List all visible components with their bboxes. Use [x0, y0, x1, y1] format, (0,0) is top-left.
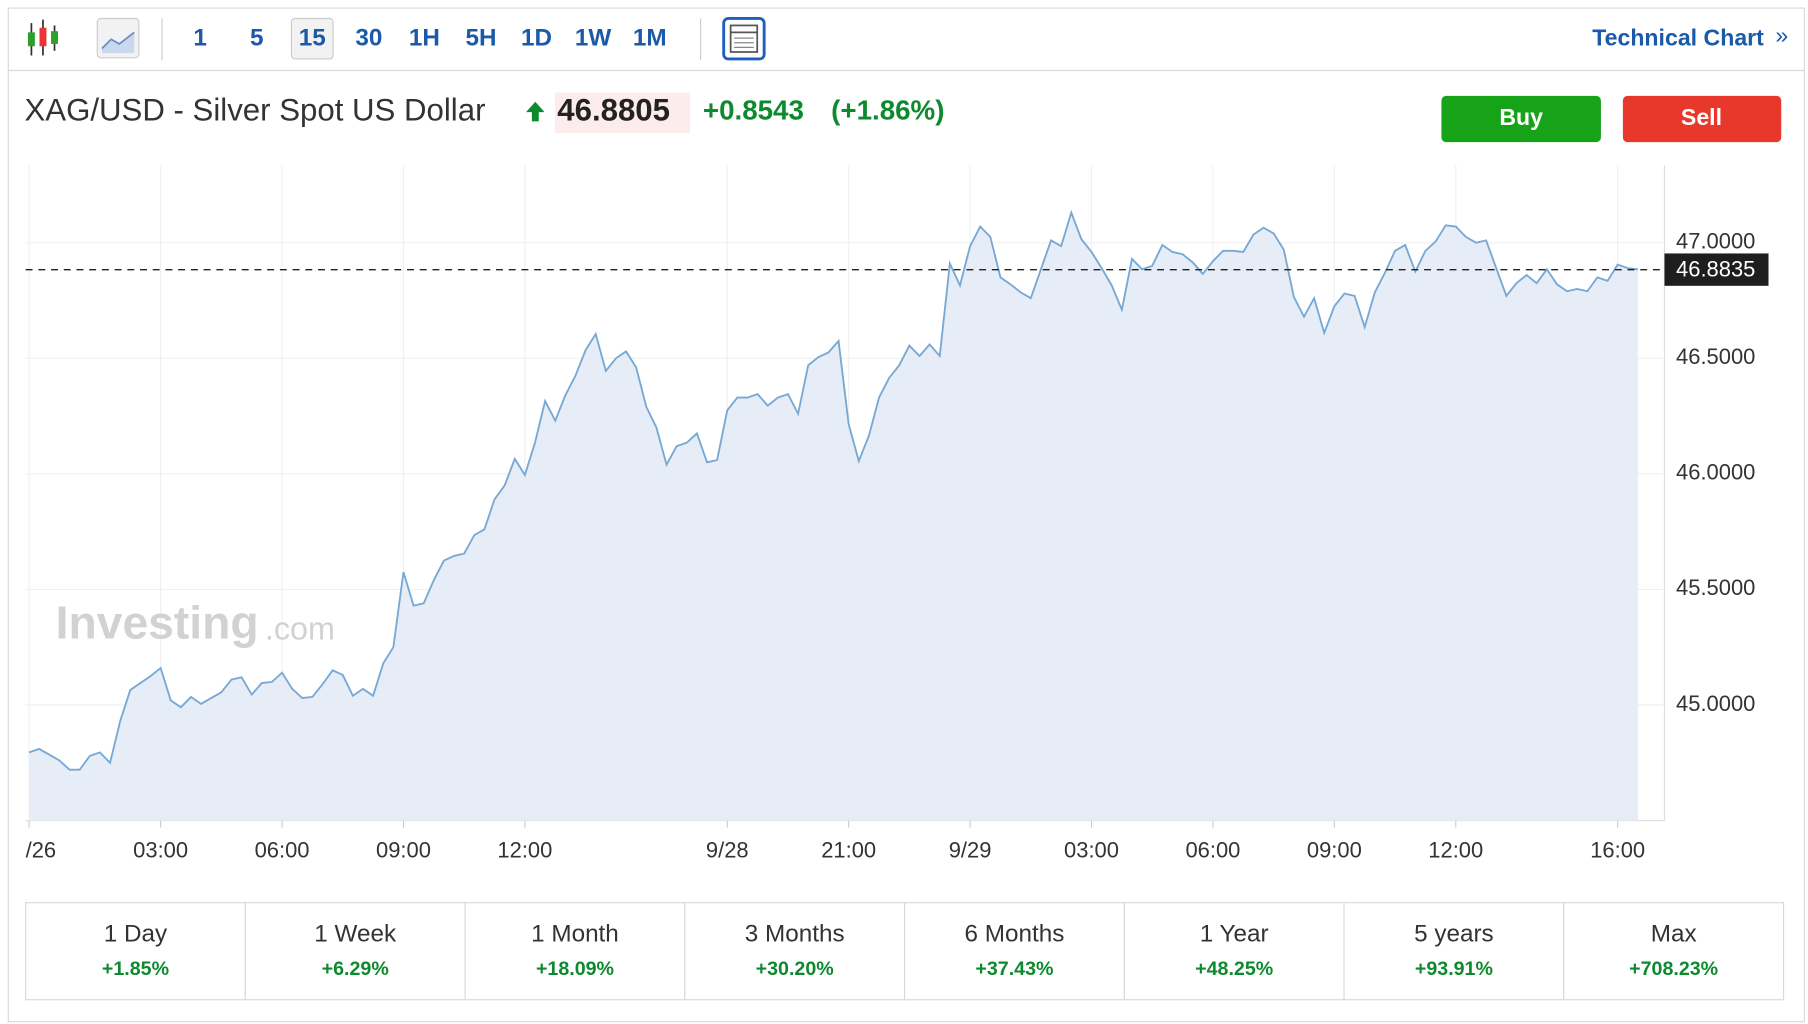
price-highlight: [554, 92, 691, 133]
interval[interactable]: 5: [250, 25, 264, 52]
x-tick-label: 03:00: [1064, 838, 1119, 863]
technical-chart-link[interactable]: Technical Chart: [1592, 24, 1764, 50]
x-tick-label: 16:00: [1590, 838, 1645, 863]
x-tick-label: 9/28: [706, 838, 749, 863]
performance-change[interactable]: +37.43%: [975, 958, 1053, 980]
performance-period[interactable]: 1 Year: [1200, 920, 1269, 947]
performance-period[interactable]: 6 Months: [965, 920, 1065, 947]
y-tick-label: 45.0000: [1676, 691, 1755, 716]
interval-selected[interactable]: [290, 17, 334, 60]
watermark-suffix: .com: [265, 611, 335, 647]
performance-change[interactable]: +708.23%: [1629, 958, 1718, 980]
interval[interactable]: 5H: [465, 25, 496, 52]
interval[interactable]: 1W: [575, 25, 611, 52]
interval[interactable]: 1M: [633, 25, 667, 52]
chevron[interactable]: »: [1775, 22, 1788, 48]
performance-period[interactable]: 5 years: [1414, 920, 1494, 947]
chart: 45.0000 45.5000 46.0000 46.5000 47.0000/26 03…: [25, 165, 1769, 863]
sell-button[interactable]: [1622, 95, 1782, 143]
interval[interactable]: 1: [193, 25, 207, 52]
line-icon[interactable]: [96, 17, 140, 59]
performance-cell[interactable]: [1123, 902, 1345, 1001]
interval[interactable]: 30: [355, 25, 382, 52]
performance-cell[interactable]: [904, 902, 1125, 1001]
last-price-label: 46.8835: [1676, 257, 1755, 282]
performance-period[interactable]: 1 Day: [104, 920, 168, 947]
interval[interactable]: 1D: [521, 25, 552, 52]
x-tick-label: 12:00: [497, 838, 552, 863]
performance-change[interactable]: +18.09%: [536, 958, 614, 980]
area: [29, 212, 1638, 821]
performance-change[interactable]: +48.25%: [1195, 958, 1273, 980]
y-tick-label: 46.5000: [1676, 344, 1755, 369]
x-tick-label: /26: [26, 838, 57, 863]
performance-cell[interactable]: [1343, 902, 1565, 1001]
instrument-title: XAG/USD - Silver Spot US Dollar: [24, 92, 485, 127]
performance-period[interactable]: Max: [1651, 920, 1697, 947]
performance-change[interactable]: +1.85%: [102, 958, 169, 980]
interval[interactable]: 15: [299, 25, 326, 52]
candle-icon[interactable]: [27, 19, 58, 56]
performance-change[interactable]: +30.20%: [756, 958, 834, 980]
performance-change[interactable]: +6.29%: [322, 958, 389, 980]
x-tick-label: 06:00: [1185, 838, 1240, 863]
change-percent: (+1.86%): [831, 94, 944, 125]
performance-change[interactable]: +93.91%: [1415, 958, 1493, 980]
performance-cell[interactable]: [464, 902, 686, 1001]
sell-label[interactable]: Sell: [1681, 104, 1722, 130]
price: 46.8805: [557, 92, 670, 127]
interval[interactable]: 1H: [409, 25, 440, 52]
performance-period[interactable]: 1 Week: [314, 920, 397, 947]
price-line: [28, 209, 1639, 771]
x-tick-label: 12:00: [1428, 838, 1483, 863]
y-tick-label: 46.0000: [1676, 460, 1755, 485]
performance-table: 1 Day +1.85% 1 Week +6.29% 1 Month +18.09% 3 M…: [25, 902, 1785, 1001]
watermark: Investing: [56, 597, 259, 649]
performance-cell[interactable]: [25, 902, 246, 1001]
up-arrow: [526, 101, 545, 122]
x-tick-label: 9/29: [949, 838, 992, 863]
y-tick-label: 47.0000: [1676, 229, 1755, 254]
last-price-box: [1664, 253, 1769, 286]
x-tick-label: 03:00: [133, 838, 188, 863]
performance-period[interactable]: 1 Month: [531, 920, 619, 947]
buy-label[interactable]: Buy: [1499, 104, 1543, 130]
x-tick-label: 09:00: [376, 838, 431, 863]
performance-cell[interactable]: [684, 902, 906, 1001]
y-tick-label: 45.5000: [1676, 575, 1755, 600]
x-tick-label: 21:00: [821, 838, 876, 863]
x-tick-label: 06:00: [255, 838, 310, 863]
performance-period[interactable]: 3 Months: [745, 920, 845, 947]
performance-cell[interactable]: [1563, 902, 1785, 1001]
x-tick-label: 09:00: [1307, 838, 1362, 863]
performance-cell[interactable]: [244, 902, 466, 1001]
change: +0.8543: [703, 94, 804, 125]
buy-button[interactable]: [1441, 95, 1601, 143]
layout-icon[interactable]: [722, 17, 766, 61]
